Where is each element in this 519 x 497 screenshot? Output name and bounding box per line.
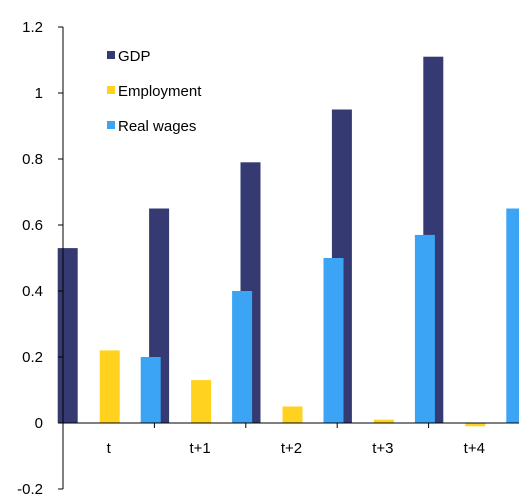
y-tick-label: 1 xyxy=(35,85,43,102)
legend-swatch-employment xyxy=(107,86,115,94)
x-tick-label: t+2 xyxy=(281,440,302,457)
legend-label-employment: Employment xyxy=(118,83,202,100)
legend: GDP Employment Real wages xyxy=(107,48,202,135)
x-tick-label: t xyxy=(107,440,112,457)
y-tick-label: 1.2 xyxy=(22,19,43,36)
axis-ticks: -0.2 0 0.2 0.4 0.6 0.8 1 1.2 t t+1 t+2 t+3 t+4 xyxy=(17,19,519,497)
bar-gdp xyxy=(58,248,78,423)
legend-label-gdp: GDP xyxy=(118,48,151,65)
bar-real-wages xyxy=(141,357,161,423)
bar-employment xyxy=(191,380,211,423)
x-tick-label: t+4 xyxy=(464,440,485,457)
bar-employment xyxy=(283,407,303,424)
legend-swatch-real-wages xyxy=(107,121,115,129)
legend-label-real-wages: Real wages xyxy=(118,118,196,135)
bars-layer xyxy=(58,57,519,427)
bar-real-wages xyxy=(506,209,519,424)
bar-employment xyxy=(100,350,120,423)
y-tick-label: 0.2 xyxy=(22,349,43,366)
legend-swatch-gdp xyxy=(107,51,115,59)
bar-real-wages xyxy=(324,258,344,423)
bar-real-wages xyxy=(232,291,252,423)
bar-real-wages xyxy=(415,235,435,423)
y-tick-label: 0 xyxy=(35,415,43,432)
y-tick-label: 0.6 xyxy=(22,217,43,234)
x-tick-label: t+1 xyxy=(189,440,210,457)
y-tick-label: 0.8 xyxy=(22,151,43,168)
y-tick-label: -0.2 xyxy=(17,481,43,497)
y-tick-label: 0.4 xyxy=(22,283,43,300)
x-tick-label: t+3 xyxy=(372,440,393,457)
